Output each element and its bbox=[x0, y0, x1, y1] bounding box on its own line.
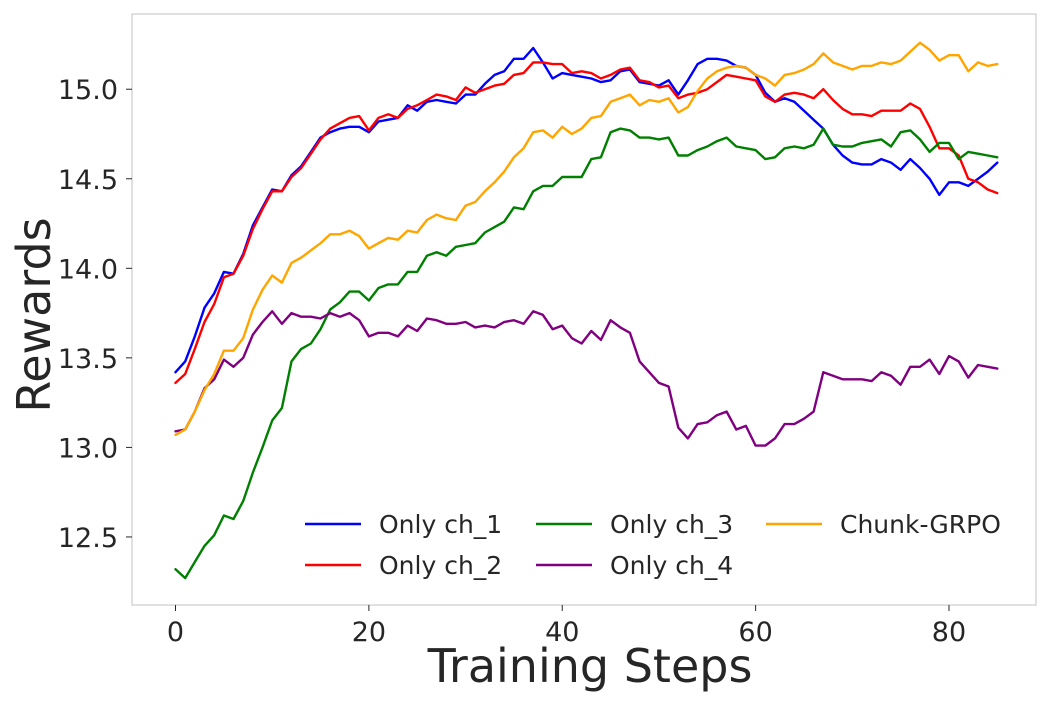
legend-item: Only ch_3 bbox=[536, 510, 733, 539]
legend-label: Only ch_4 bbox=[610, 551, 733, 580]
series-line-only-ch-3 bbox=[174, 127, 999, 580]
series-line-only-ch-2 bbox=[174, 61, 999, 385]
legend-item: Chunk-GRPO bbox=[766, 510, 1001, 539]
y-tick-label: 12.5 bbox=[58, 523, 118, 554]
y-tick-label: 15.0 bbox=[58, 75, 118, 106]
x-tick-label: 0 bbox=[167, 617, 184, 648]
legend-label: Only ch_2 bbox=[379, 551, 502, 580]
series-lines bbox=[174, 41, 999, 580]
y-tick-label: 14.5 bbox=[58, 165, 118, 196]
plot-area-frame bbox=[131, 13, 1037, 606]
legend-label: Only ch_1 bbox=[379, 510, 502, 539]
legend-label: Only ch_3 bbox=[610, 510, 733, 539]
y-tick-label: 13.0 bbox=[58, 433, 118, 464]
series-line-chunk-grpo bbox=[174, 41, 999, 437]
x-axis-title: Training Steps bbox=[427, 639, 753, 693]
y-tick-label: 14.0 bbox=[58, 254, 118, 285]
x-tick-label: 40 bbox=[545, 617, 579, 648]
x-tick-label: 60 bbox=[738, 617, 772, 648]
x-axis-ticks: 0 20 40 60 80 bbox=[167, 605, 966, 648]
x-tick-label: 20 bbox=[352, 617, 386, 648]
legend-label: Chunk-GRPO bbox=[840, 510, 1001, 539]
legend-item: Only ch_2 bbox=[305, 551, 502, 580]
y-axis-ticks: 12.5 13.0 13.5 14.0 14.5 15.0 bbox=[58, 75, 132, 554]
legend-item: Only ch_4 bbox=[536, 551, 733, 580]
y-tick-label: 13.5 bbox=[58, 344, 118, 375]
y-axis-title: Rewards bbox=[7, 217, 61, 412]
legend-item: Only ch_1 bbox=[305, 510, 502, 539]
series-line-only-ch-4 bbox=[174, 310, 999, 447]
x-tick-label: 80 bbox=[932, 617, 966, 648]
legend: Only ch_1 Only ch_2 Only ch_3 Only ch_4 Chun… bbox=[305, 510, 1001, 580]
